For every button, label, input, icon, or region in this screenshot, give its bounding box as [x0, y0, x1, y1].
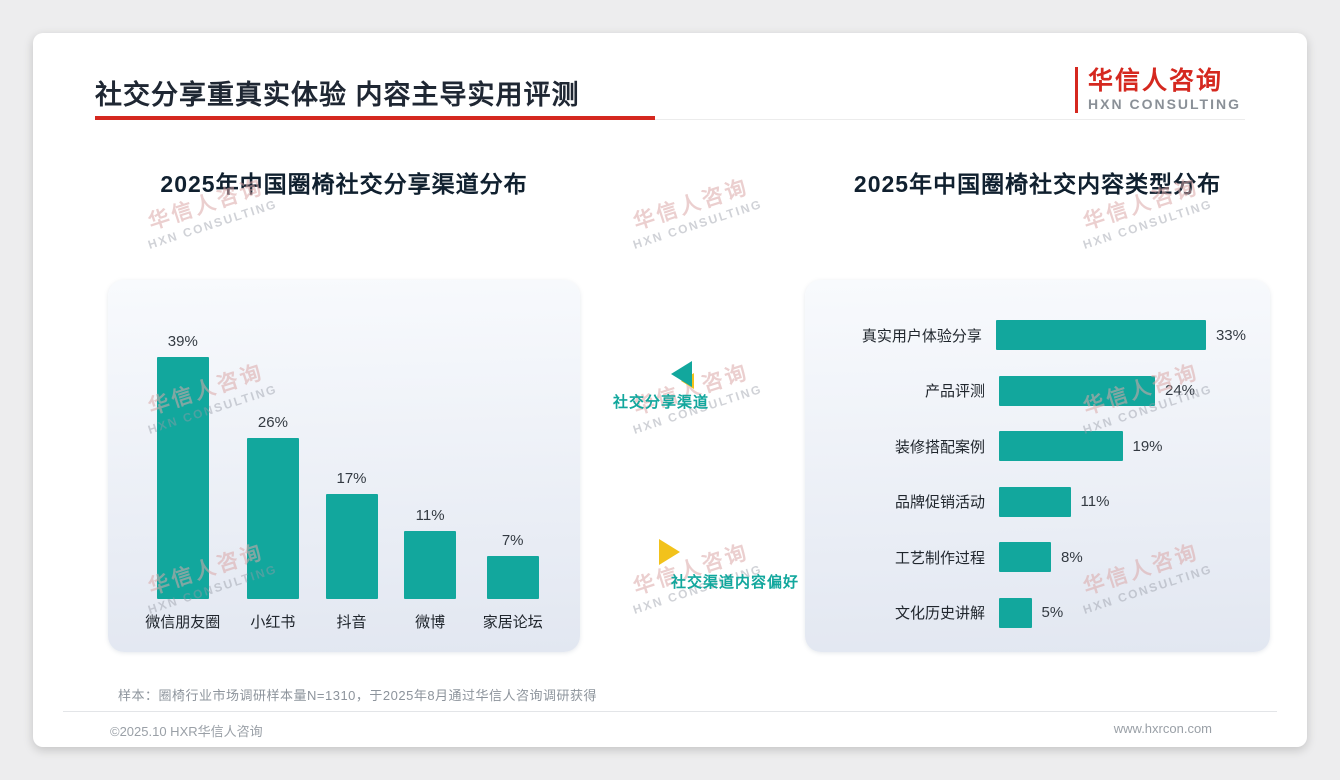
- bar: [999, 375, 1155, 406]
- bar-value-label: 17%: [336, 469, 367, 487]
- annotation-content-preference: 社交渠道内容偏好: [670, 574, 799, 591]
- right-pointing-arrow-icon: [657, 539, 683, 567]
- bar-value-label: 5%: [1041, 604, 1064, 622]
- bar-row: 真实用户体验分享 33%: [833, 320, 1246, 350]
- bar-group: 26% 小红书: [246, 413, 299, 632]
- bar-value-label: 24%: [1165, 382, 1196, 400]
- bar: [404, 530, 457, 599]
- bar: [999, 486, 1071, 517]
- bar-category-label: 工艺制作过程: [894, 549, 985, 567]
- bar-category-label: 抖音: [336, 614, 367, 631]
- bar-category-label: 微信朋友圈: [145, 614, 221, 631]
- bar-group: 39% 微信朋友圈: [145, 333, 220, 632]
- bar: [999, 431, 1123, 462]
- bar-category-label: 文化历史讲解: [894, 605, 985, 623]
- company-logo: 华信人咨询 HXN CONSULTING: [1075, 67, 1241, 113]
- bar-category-label: 真实用户体验分享: [861, 327, 982, 345]
- bar-row: 文化历史讲解 5%: [833, 597, 1246, 628]
- logo-name-cn: 华信人咨询: [1088, 67, 1224, 96]
- left-chart-panel: 39% 微信朋友圈 26% 小红书 17% 抖音 11% 微博 7% 家居论坛: [108, 280, 580, 652]
- left-pointing-arrow-icon: [669, 361, 695, 389]
- bar-value-label: 33%: [1215, 326, 1246, 344]
- bar-category-label: 品牌促销活动: [894, 494, 985, 512]
- bar-value-label: 7%: [501, 531, 524, 549]
- right-chart-panel: 真实用户体验分享 33% 产品评测 24% 装修搭配案例 19% 品牌促销活动 11% 工艺制作…: [805, 280, 1270, 652]
- bar-value-label: 11%: [1080, 493, 1110, 511]
- bar-row: 工艺制作过程 8%: [833, 542, 1246, 573]
- arrow-yellow-triangle: [659, 539, 680, 565]
- title-red-underline: [95, 116, 655, 120]
- right-chart-title: 2025年中国圈椅社交内容类型分布: [853, 171, 1222, 197]
- page-title: 社交分享重真实体验 内容主导实用评测: [95, 80, 580, 110]
- bar: [246, 437, 299, 599]
- bar-value-label: 8%: [1061, 548, 1083, 566]
- header-divider: [95, 119, 1245, 120]
- sample-note: 样本：圈椅行业市场调研样本量N=1310，于2025年8月通过华信人咨询调研获得: [118, 688, 598, 703]
- bar-category-label: 产品评测: [924, 383, 985, 401]
- watermark-line1: 华信人咨询: [630, 175, 752, 235]
- bar-group: 11% 微博: [404, 506, 457, 632]
- bar-category-label: 微博: [415, 614, 446, 631]
- bar-category-label: 家居论坛: [482, 614, 543, 631]
- bar-value-label: 19%: [1132, 437, 1163, 455]
- bar-row: 装修搭配案例 19%: [833, 431, 1246, 462]
- bar-category-label: 装修搭配案例: [894, 438, 985, 456]
- bar: [999, 597, 1032, 628]
- bar-value-label: 11%: [415, 506, 445, 524]
- bar: [156, 357, 209, 599]
- bar-value-label: 39%: [167, 333, 198, 351]
- watermark: 华信人咨询 HXN CONSULTING: [591, 158, 795, 262]
- footer-website-link[interactable]: www.hxrcon.com: [1113, 721, 1212, 736]
- bar: [999, 542, 1051, 573]
- bar-value-label: 26%: [257, 413, 288, 431]
- left-chart-bars: 39% 微信朋友圈 26% 小红书 17% 抖音 11% 微博 7% 家居论坛: [108, 280, 580, 652]
- logo-name-en: HXN CONSULTING: [1088, 95, 1241, 112]
- bar-row: 产品评测 24%: [833, 375, 1246, 406]
- bar-category-label: 小红书: [250, 614, 296, 631]
- slide-card: 社交分享重真实体验 内容主导实用评测 华信人咨询 HXN CONSULTING …: [33, 33, 1307, 747]
- arrow-teal-triangle: [671, 361, 692, 387]
- footer-copyright: ©2025.10 HXR华信人咨询: [110, 724, 263, 739]
- annotation-share-channel: 社交分享渠道: [612, 394, 709, 411]
- bar: [325, 493, 378, 599]
- bar-row: 品牌促销活动 11%: [833, 486, 1246, 517]
- watermark-line2: HXN CONSULTING: [631, 196, 765, 252]
- right-chart-rows: 真实用户体验分享 33% 产品评测 24% 装修搭配案例 19% 品牌促销活动 11% 工艺制作…: [805, 280, 1270, 652]
- footer-divider: [63, 711, 1277, 712]
- logo-accent-bar: [1075, 67, 1079, 113]
- bar-group: 7% 家居论坛: [483, 532, 543, 632]
- bar: [995, 320, 1206, 350]
- left-chart-title: 2025年中国圈椅社交分享渠道分布: [160, 171, 528, 197]
- bar: [486, 555, 539, 599]
- bar-group: 17% 抖音: [325, 469, 378, 632]
- watermark-line1: 华信人咨询: [630, 540, 752, 600]
